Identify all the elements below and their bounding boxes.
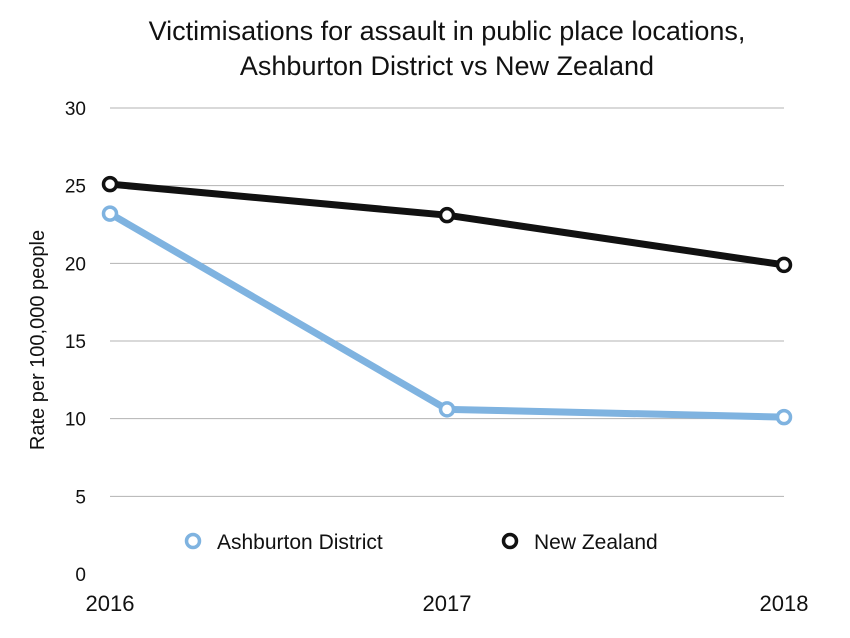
chart-title: Victimisations for assault in public pla… [149, 16, 746, 46]
y-tick-label: 30 [65, 99, 86, 120]
x-tick-label: 2017 [423, 591, 472, 616]
chart-subtitle: Ashburton District vs New Zealand [240, 51, 654, 81]
y-tick-label: 20 [65, 254, 86, 275]
y-tick-label: 10 [65, 410, 86, 431]
data-point [775, 256, 793, 274]
data-point [101, 175, 119, 193]
y-tick-label: 0 [75, 565, 86, 586]
series-0 [101, 205, 793, 426]
data-point [775, 408, 793, 426]
y-tick-label: 25 [65, 177, 86, 198]
y-axis-label: Rate per 100,000 people [27, 230, 49, 450]
legend-label: Ashburton District [217, 531, 383, 554]
legend-marker [184, 532, 202, 550]
x-tick-label: 2018 [760, 591, 809, 616]
y-tick-label: 5 [75, 487, 86, 508]
legend-item: Ashburton District [184, 531, 383, 554]
data-point [438, 401, 456, 418]
x-tick-label: 2016 [86, 591, 135, 616]
y-tick-label: 15 [65, 332, 86, 353]
series-1 [101, 175, 793, 274]
legend-label: New Zealand [534, 531, 658, 554]
legend-marker [501, 532, 519, 550]
data-point [101, 205, 119, 222]
data-point [438, 206, 456, 224]
series-line [106, 210, 788, 421]
series-line [106, 180, 788, 269]
legend-item: New Zealand [501, 531, 658, 554]
